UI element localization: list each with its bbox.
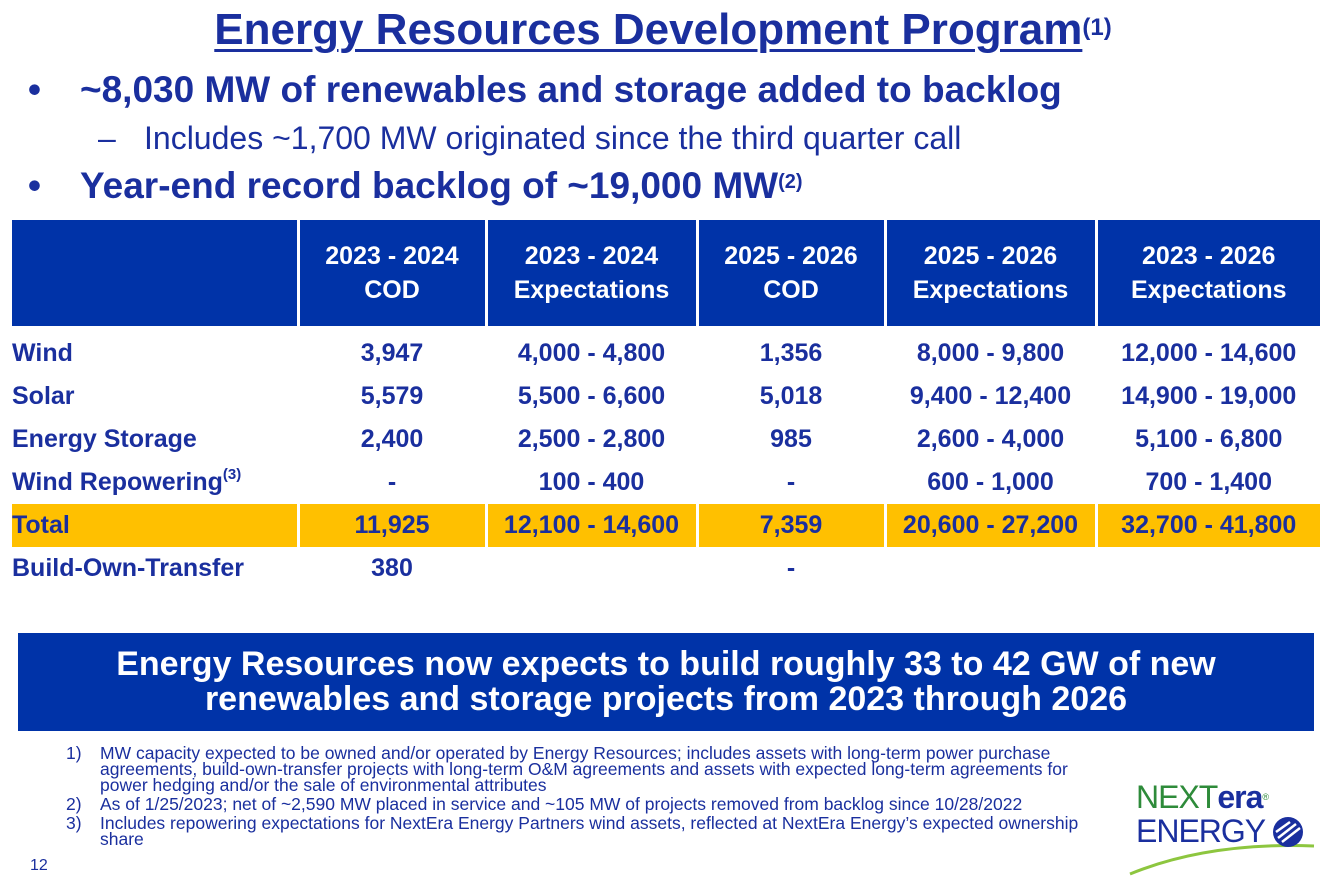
header-2025-2026-cod: 2025 - 2026 COD (695, 220, 885, 326)
table-cell: 4,000 - 4,800 (484, 326, 697, 375)
subbullet-1: – Includes ~1,700 MW originated since the… (98, 118, 961, 158)
table-cell: - (695, 547, 885, 590)
table-cell: - (695, 461, 885, 504)
table-cell: 5,579 (296, 375, 486, 418)
subbullet-dash: – (98, 120, 116, 156)
table-cell: 5,018 (695, 375, 885, 418)
table-row-total: Total 11,925 12,100 - 14,600 7,359 20,60… (12, 504, 1320, 547)
bullet-2-text: Year-end record backlog of ~19,000 MW (80, 165, 779, 206)
footnote-3: 3) Includes repowering expectations for … (66, 813, 1106, 849)
table-row-solar: Solar 5,579 5,500 - 6,600 5,018 9,400 - … (12, 375, 1320, 418)
header-blank (12, 220, 298, 326)
table-cell: 12,000 - 14,600 (1094, 326, 1320, 375)
table-cell (883, 547, 1096, 590)
footnotes: 1) MW capacity expected to be owned and/… (66, 743, 1106, 850)
banner-line-1: Energy Resources now expects to build ro… (116, 645, 1216, 683)
page-number: 12 (30, 857, 48, 874)
row-label: Build-Own-Transfer (12, 554, 244, 582)
bullet-dot: • (28, 69, 41, 110)
table-cell: 32,700 - 41,800 (1094, 504, 1320, 547)
bullet-dot: • (28, 165, 41, 206)
row-footnote-ref: (3) (222, 466, 242, 483)
summary-banner: Energy Resources now expects to build ro… (18, 633, 1314, 731)
table-cell: 600 - 1,000 (883, 461, 1096, 504)
row-label: Energy Storage (12, 425, 197, 453)
bullet-1: • ~8,030 MW of renewables and storage add… (28, 68, 1062, 112)
footnote-text: Includes repowering expectations for Nex… (100, 813, 1079, 849)
nextera-energy-logo: NEXTera® ENERGY (1118, 780, 1318, 878)
logo-swoosh-icon (1129, 817, 1315, 876)
bullet-1-text: ~8,030 MW of renewables and storage adde… (80, 69, 1062, 110)
table-row-build-own-transfer: Build-Own-Transfer 380 - (12, 547, 1320, 590)
banner-line-2: renewables and storage projects from 202… (204, 680, 1128, 718)
table-cell: 2,400 (296, 418, 486, 461)
table-cell: 7,359 (695, 504, 885, 547)
table-cell: 9,400 - 12,400 (883, 375, 1096, 418)
table-cell: 12,100 - 14,600 (484, 504, 697, 547)
footnote-number: 1) (66, 743, 82, 763)
slide-title-text: Energy Resources Development Program (214, 5, 1083, 54)
table-cell: 2,600 - 4,000 (883, 418, 1096, 461)
table-cell: 3,947 (296, 326, 486, 375)
footnote-text: As of 1/25/2023; net of ~2,590 MW placed… (100, 794, 1023, 814)
row-label: Total (12, 504, 298, 547)
backlog-table: 2023 - 2024 COD 2023 - 2024 Expectations 2… (12, 220, 1320, 590)
footnote-2: 2) As of 1/25/2023; net of ~2,590 MW pla… (66, 794, 1106, 814)
table-header-row: 2023 - 2024 COD 2023 - 2024 Expectations 2… (12, 220, 1320, 326)
footnote-1: 1) MW capacity expected to be owned and/… (66, 743, 1106, 795)
table-cell: 11,925 (296, 504, 486, 547)
title-footnote-ref: (1) (1082, 14, 1112, 41)
bullet-2: • Year-end record backlog of ~19,000 MW(2… (28, 164, 803, 208)
table-cell (1094, 547, 1320, 590)
header-2023-2024-expectations: 2023 - 2024 Expectations (484, 220, 697, 326)
slide-title: Energy Resources Development Program(1) (0, 2, 1326, 58)
logo-wordmark-bottom: ENERGY (1136, 813, 1266, 849)
row-label: Wind Repowering(3) (12, 466, 242, 496)
bullet-2-footnote-ref: (2) (778, 171, 803, 193)
table-cell (484, 547, 697, 590)
table-cell: 14,900 - 19,000 (1094, 375, 1320, 418)
table-cell: 8,000 - 9,800 (883, 326, 1096, 375)
table-cell: 20,600 - 27,200 (883, 504, 1096, 547)
subbullet-1-text: Includes ~1,700 MW originated since the … (144, 120, 962, 156)
logo-wordmark-top: NEXTera® (1136, 779, 1269, 815)
header-2025-2026-expectations: 2025 - 2026 Expectations (883, 220, 1096, 326)
table-cell: 2,500 - 2,800 (484, 418, 697, 461)
row-label: Wind (12, 339, 73, 367)
footnote-text: MW capacity expected to be owned and/or … (100, 743, 1068, 795)
row-label: Solar (12, 382, 75, 410)
table-cell: - (296, 461, 486, 504)
header-2023-2026-expectations: 2023 - 2026 Expectations (1094, 220, 1320, 326)
table-cell: 5,100 - 6,800 (1094, 418, 1320, 461)
table-cell: 1,356 (695, 326, 885, 375)
table-cell: 985 (695, 418, 885, 461)
table-row-wind: Wind 3,947 4,000 - 4,800 1,356 8,000 - 9… (12, 326, 1320, 375)
header-2023-2024-cod: 2023 - 2024 COD (296, 220, 486, 326)
table-cell: 380 (296, 547, 486, 590)
table-cell: 100 - 400 (484, 461, 697, 504)
table-row-wind-repowering: Wind Repowering(3) - 100 - 400 - 600 - 1… (12, 461, 1320, 504)
table-row-energy-storage: Energy Storage 2,400 2,500 - 2,800 985 2… (12, 418, 1320, 461)
footnote-number: 3) (66, 813, 82, 833)
table-cell: 5,500 - 6,600 (484, 375, 697, 418)
table-cell: 700 - 1,400 (1094, 461, 1320, 504)
footnote-number: 2) (66, 794, 82, 814)
